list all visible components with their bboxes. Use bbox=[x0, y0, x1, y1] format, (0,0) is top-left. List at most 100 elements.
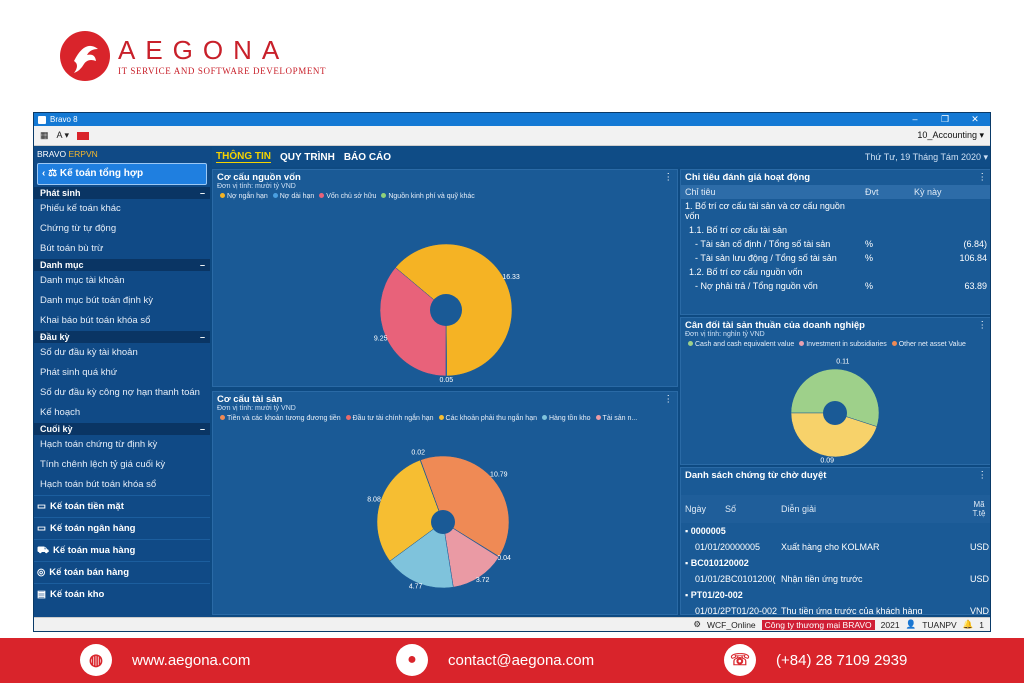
pie-slice[interactable] bbox=[442, 521, 500, 588]
table-row[interactable]: 1.1. Bố trí cơ cấu tài sản bbox=[689, 225, 787, 235]
legend-item: Các khoản phải thu ngắn hạn bbox=[445, 415, 537, 422]
more-options-icon[interactable]: ⋮ bbox=[977, 470, 988, 481]
panel-title: Cơ cấu nguồn vốn bbox=[217, 172, 301, 183]
footer-website[interactable]: www.aegona.com bbox=[132, 651, 251, 669]
table-row[interactable]: 01/01/2 0000005 Xuất hàng cho KOLMAR USD bbox=[695, 542, 989, 552]
table-row[interactable]: 01/01/2 BC0101200( Nhận tiền ứng trước U… bbox=[695, 574, 989, 584]
tab-bao-cao[interactable]: BÁO CÁO bbox=[343, 151, 392, 163]
sidebar-item[interactable]: Kế hoạch bbox=[40, 407, 81, 418]
sidebar-item[interactable]: Số dư đầu kỳ công nợ hạn thanh toán bbox=[40, 387, 200, 398]
sidebar-item[interactable]: Hạch toán chứng từ định kỳ bbox=[40, 439, 158, 450]
font-size-icon[interactable]: A ▾ bbox=[56, 130, 70, 140]
sidebar-group-danh-muc[interactable]: Danh mục – bbox=[34, 259, 210, 271]
sidebar-item[interactable]: Phiếu kế toán khác bbox=[40, 203, 121, 214]
current-date[interactable]: Thứ Tư, 19 Tháng Tám 2020 ▾ bbox=[864, 151, 988, 162]
table-row[interactable]: - Tài sản cố định / Tổng số tài sản% (6.8… bbox=[695, 239, 987, 249]
legend-item: Vốn chủ sở hữu bbox=[326, 193, 377, 200]
user-name[interactable]: TUANPV bbox=[922, 619, 957, 630]
app-icon bbox=[38, 115, 46, 124]
sidebar-group-phat-sinh[interactable]: Phát sinh – bbox=[34, 187, 210, 199]
sidebar-item[interactable]: Khai báo bút toán khóa sổ bbox=[40, 315, 151, 326]
voucher-group[interactable]: ▪ PT01/20-002 bbox=[685, 590, 743, 600]
panel-net-asset-balance: Cân đối tài sản thuần của doanh nghiệp ⋮ … bbox=[680, 317, 990, 465]
pie-slice[interactable] bbox=[419, 459, 444, 523]
tab-thong-tin[interactable]: THÔNG TIN bbox=[216, 151, 271, 163]
column-header[interactable]: Diễn giải bbox=[781, 504, 817, 514]
pie-slice[interactable] bbox=[376, 459, 444, 562]
close-button[interactable]: ✕ bbox=[971, 114, 979, 124]
brand-name: AEGONA bbox=[118, 35, 290, 65]
pie-slice[interactable] bbox=[379, 267, 447, 377]
column-header[interactable]: Đvt bbox=[861, 185, 910, 199]
legend-item: Nợ dài hạn bbox=[279, 193, 315, 200]
sidebar-item[interactable]: Tính chênh lệch tỷ giá cuối kỳ bbox=[40, 459, 166, 470]
sidebar-active-module[interactable]: ‹ ⚖ Kế toán tổng hợp bbox=[37, 163, 207, 185]
globe-icon: ◍ bbox=[80, 644, 112, 676]
panel-title: Cân đối tài sản thuần của doanh nghiệp bbox=[685, 320, 865, 331]
pie-slice[interactable] bbox=[389, 521, 454, 589]
kpi-table: Chỉ tiêu Đvt Kỳ này 1. Bố trí cơ cấu tài… bbox=[681, 185, 990, 293]
footer-email[interactable]: contact@aegona.com bbox=[448, 651, 595, 669]
more-options-icon[interactable]: ⋮ bbox=[977, 172, 988, 183]
notification-icon[interactable]: 🔔 bbox=[962, 619, 974, 629]
voucher-list: Ngày Số Diễn giải Mã T.tệ ▪ 0000005 01/0… bbox=[681, 495, 990, 615]
net-asset-donut: 0.11 0.09 bbox=[790, 359, 880, 463]
sidebar-item[interactable]: Danh mục tài khoản bbox=[40, 275, 125, 286]
panel-capital-structure: Cơ cấu nguồn vốn ⋮ Đơn vị tính: mười tỷ V… bbox=[212, 169, 678, 387]
sidebar-item[interactable]: Danh mục bút toán định kỳ bbox=[40, 295, 154, 306]
sidebar-brand: BRAVO ERPVN bbox=[37, 149, 98, 159]
sidebar-module-purchase[interactable]: ⛟ Kế toán mua hàng bbox=[34, 539, 210, 561]
legend-item: Tài sản n... bbox=[602, 415, 638, 422]
language-flag-icon[interactable] bbox=[77, 131, 90, 140]
sidebar-item[interactable]: Bút toán bù trừ bbox=[40, 243, 104, 254]
sidebar-module-sales[interactable]: ◎ Kế toán bán hàng bbox=[34, 561, 210, 583]
pie-slice[interactable] bbox=[420, 455, 510, 557]
legend-item: Investment in subsidiaries bbox=[806, 341, 887, 348]
sidebar-module-cash[interactable]: ▭ Kế toán tiền mặt bbox=[34, 495, 210, 517]
donut-hole bbox=[431, 510, 455, 534]
legend-item: Tiền và các khoản tương đương tiền bbox=[227, 415, 341, 422]
table-row[interactable]: 1. Bố trí cơ cấu tài sản và cơ cấu nguồn… bbox=[685, 201, 845, 221]
voucher-group[interactable]: ▪ 0000005 bbox=[685, 526, 726, 536]
sidebar-module-warehouse[interactable]: ▤ Kế toán kho bbox=[34, 583, 210, 605]
database-select[interactable]: 10_Accounting ▾ bbox=[917, 130, 984, 140]
column-header[interactable]: Kỳ này bbox=[910, 185, 990, 199]
toolbar: ▦ A ▾ 10_Accounting ▾ bbox=[34, 126, 990, 146]
column-header[interactable]: Số bbox=[725, 504, 737, 514]
more-options-icon[interactable]: ⋮ bbox=[977, 320, 988, 331]
pie-slice[interactable] bbox=[790, 412, 878, 458]
slice-label: 9.25 bbox=[374, 335, 388, 342]
voucher-group[interactable]: ▪ BC010120002 bbox=[685, 558, 749, 568]
company-badge[interactable]: Công ty thương mại BRAVO bbox=[761, 619, 875, 630]
sidebar-item[interactable]: Số dư đầu kỳ tài khoản bbox=[40, 347, 138, 358]
table-row[interactable]: - Nợ phải trả / Tổng nguồn vốn% 63.89 bbox=[695, 281, 987, 291]
legend-item: Nợ ngắn hạn bbox=[227, 193, 268, 200]
cart-icon: ⛟ bbox=[37, 545, 49, 556]
legend-item: Đầu tư tài chính ngắn hạn bbox=[352, 415, 434, 422]
grid-menu-icon[interactable]: ▦ bbox=[40, 130, 49, 140]
column-header[interactable]: Ngày bbox=[685, 504, 707, 514]
fiscal-year[interactable]: 2021 bbox=[880, 619, 900, 630]
table-row[interactable]: 01/01/2 PT01/20-002 Thu tiền ứng trước c… bbox=[695, 606, 989, 615]
more-options-icon[interactable]: ⋮ bbox=[663, 394, 674, 405]
footer-phone[interactable]: (+84) 28 7109 2939 bbox=[776, 651, 908, 669]
sidebar-item[interactable]: Hạch toán bút toán khóa sổ bbox=[40, 479, 157, 490]
column-header[interactable]: Mã T.tệ bbox=[972, 500, 986, 518]
sidebar-item[interactable]: Chứng từ tự động bbox=[40, 223, 117, 234]
column-header[interactable]: Chỉ tiêu bbox=[681, 185, 861, 199]
table-row[interactable]: - Tài sản lưu động / Tổng số tài sản% 106… bbox=[695, 253, 987, 263]
minimize-button[interactable]: – bbox=[912, 114, 918, 124]
restore-button[interactable]: ❐ bbox=[940, 114, 950, 124]
table-row[interactable]: 1.2. Bố trí cơ cấu nguồn vốn bbox=[689, 267, 803, 277]
brand-header: AEGONA IT SERVICE AND SOFTWARE DEVELOPME… bbox=[60, 30, 326, 82]
sidebar-item[interactable]: Phát sinh quá khứ bbox=[40, 367, 118, 378]
pie-slice[interactable] bbox=[790, 368, 880, 427]
sidebar-module-bank[interactable]: ▭ Kế toán ngân hàng bbox=[34, 517, 210, 539]
tab-quy-trinh[interactable]: QUY TRÌNH bbox=[280, 151, 335, 163]
more-options-icon[interactable]: ⋮ bbox=[663, 172, 674, 183]
slice-label: 0.05 bbox=[440, 377, 454, 384]
service-status: WCF_Online bbox=[707, 619, 756, 630]
sales-icon: ◎ bbox=[37, 567, 46, 578]
sidebar-group-cuoi-ky[interactable]: Cuối kỳ – bbox=[34, 423, 210, 435]
sidebar-group-dau-ky[interactable]: Đầu kỳ – bbox=[34, 331, 210, 343]
